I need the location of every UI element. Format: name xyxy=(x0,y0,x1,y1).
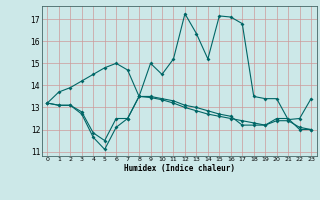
X-axis label: Humidex (Indice chaleur): Humidex (Indice chaleur) xyxy=(124,164,235,173)
